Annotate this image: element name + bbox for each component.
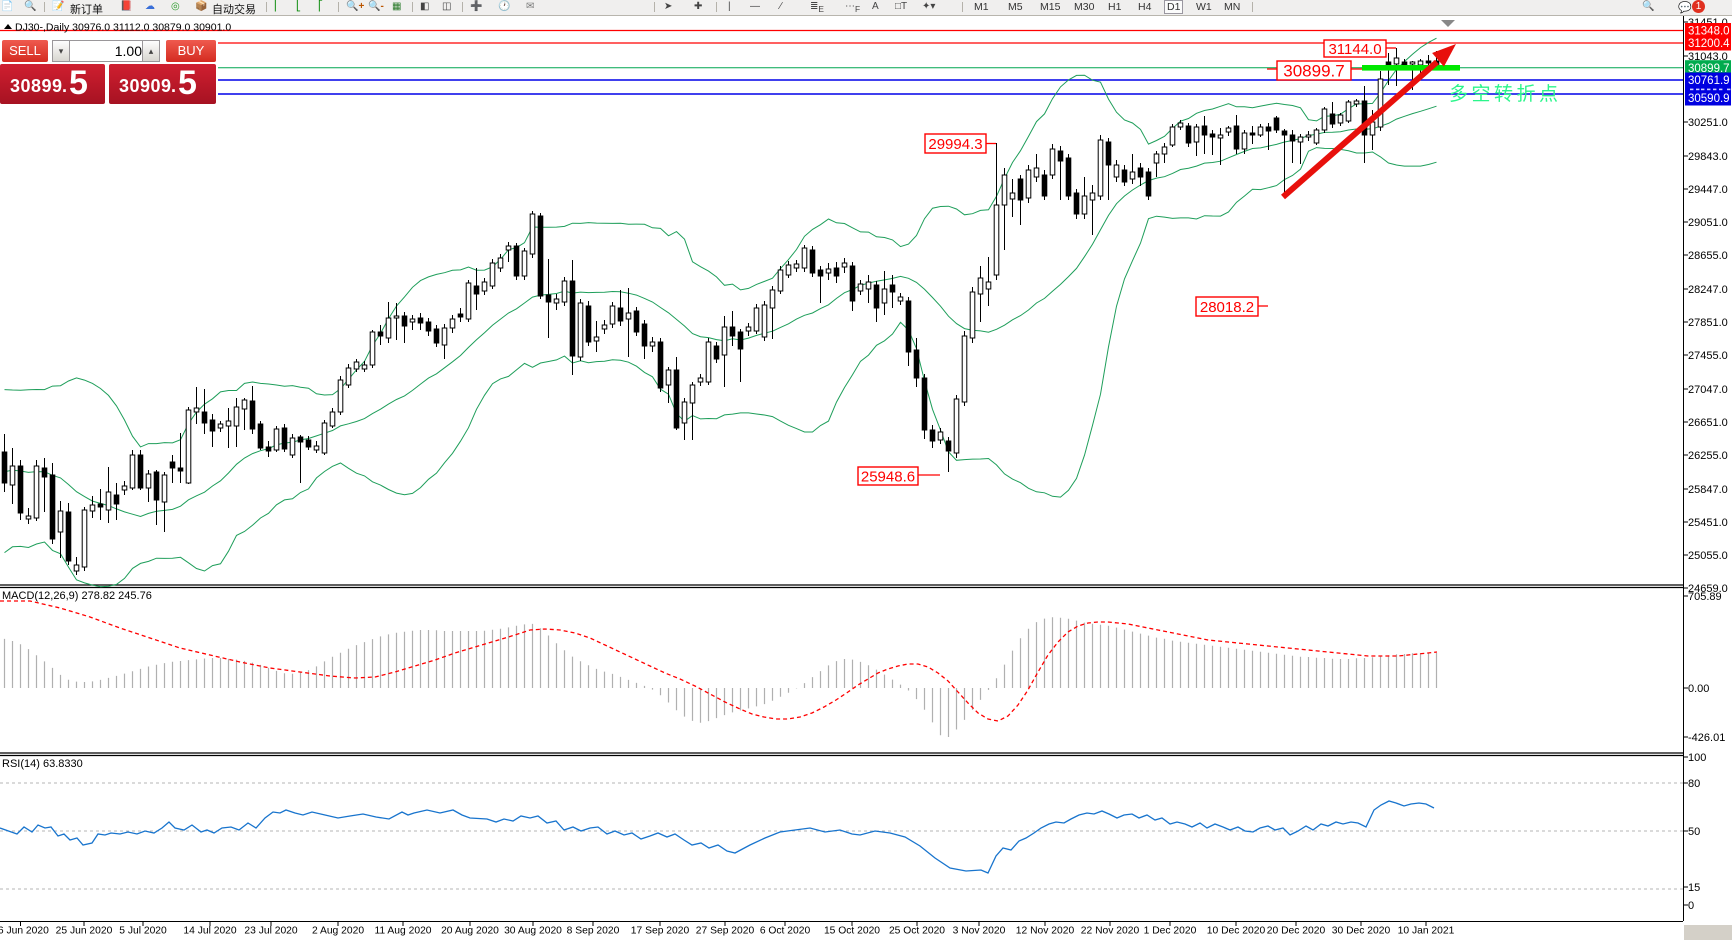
svg-text:DJ30-,Daily 30976.0 31112.0 3: DJ30-,Daily 30976.0 31112.0 30879.0 3090… (15, 22, 231, 34)
svg-text:31200.4: 31200.4 (1688, 38, 1730, 50)
svg-text:5 Jul 2020: 5 Jul 2020 (119, 926, 167, 937)
svg-text:50: 50 (1688, 826, 1700, 838)
svg-text:17 Sep 2020: 17 Sep 2020 (631, 926, 690, 937)
svg-text:15: 15 (1688, 882, 1700, 894)
svg-text:100: 100 (1688, 752, 1706, 764)
svg-text:31043.0: 31043.0 (1688, 51, 1728, 63)
svg-text:12 Nov 2020: 12 Nov 2020 (1016, 926, 1075, 937)
svg-text:31144.0: 31144.0 (1328, 41, 1381, 58)
svg-text:10 Dec 2020: 10 Dec 2020 (1207, 926, 1266, 937)
svg-text:6 Oct 2020: 6 Oct 2020 (760, 926, 811, 937)
svg-text:30899.7: 30899.7 (1283, 62, 1344, 81)
svg-text:15 Oct 2020: 15 Oct 2020 (824, 926, 880, 937)
svg-text:8 Sep 2020: 8 Sep 2020 (567, 926, 620, 937)
svg-text:1 Dec 2020: 1 Dec 2020 (1144, 926, 1197, 937)
svg-text:14 Jul 2020: 14 Jul 2020 (183, 926, 237, 937)
svg-text:30590.9: 30590.9 (1688, 93, 1730, 105)
svg-text:31348.0: 31348.0 (1688, 26, 1730, 38)
svg-text:10 Jan 2021: 10 Jan 2021 (1398, 926, 1455, 937)
svg-text:30761.9: 30761.9 (1688, 75, 1730, 87)
svg-text:11 Aug 2020: 11 Aug 2020 (374, 926, 431, 937)
svg-text:多空转折点: 多空转折点 (1449, 83, 1562, 105)
svg-text:25847.0: 25847.0 (1688, 484, 1728, 496)
svg-text:26651.0: 26651.0 (1688, 417, 1728, 429)
svg-text:25948.6: 25948.6 (861, 468, 915, 485)
svg-text:25 Jun 2020: 25 Jun 2020 (56, 926, 113, 937)
svg-text:23 Jul 2020: 23 Jul 2020 (244, 926, 298, 937)
svg-text:29051.0: 29051.0 (1688, 217, 1728, 229)
svg-text:29447.0: 29447.0 (1688, 184, 1728, 196)
svg-text:30 Aug 2020: 30 Aug 2020 (504, 926, 562, 937)
svg-text:30 Dec 2020: 30 Dec 2020 (1332, 926, 1391, 937)
svg-text:30251.0: 30251.0 (1688, 117, 1728, 129)
svg-text:2 Aug 2020: 2 Aug 2020 (312, 926, 364, 937)
svg-text:28018.2: 28018.2 (1200, 299, 1254, 316)
svg-text:RSI(14) 63.8330: RSI(14) 63.8330 (2, 758, 83, 770)
svg-text:25451.0: 25451.0 (1688, 517, 1728, 529)
svg-text:28655.0: 28655.0 (1688, 250, 1728, 262)
svg-text:30899.7: 30899.7 (1688, 63, 1730, 75)
svg-text:25 Oct 2020: 25 Oct 2020 (889, 926, 945, 937)
svg-text:20 Dec 2020: 20 Dec 2020 (1267, 926, 1326, 937)
svg-text:27 Sep 2020: 27 Sep 2020 (696, 926, 755, 937)
svg-text:80: 80 (1688, 778, 1700, 790)
svg-text:26255.0: 26255.0 (1688, 450, 1728, 462)
svg-text:3 Nov 2020: 3 Nov 2020 (953, 926, 1006, 937)
svg-text:16 Jun 2020: 16 Jun 2020 (0, 926, 49, 937)
svg-text:24659.0: 24659.0 (1688, 583, 1728, 595)
svg-text:-426.01: -426.01 (1688, 732, 1725, 744)
svg-text:27851.0: 27851.0 (1688, 317, 1728, 329)
svg-text:20 Aug 2020: 20 Aug 2020 (441, 926, 499, 937)
svg-text:29843.0: 29843.0 (1688, 151, 1728, 163)
svg-text:0.00: 0.00 (1688, 683, 1709, 695)
svg-text:27455.0: 27455.0 (1688, 350, 1728, 362)
svg-text:705.89: 705.89 (1688, 591, 1722, 603)
svg-text:28247.0: 28247.0 (1688, 284, 1728, 296)
svg-text:0: 0 (1688, 900, 1694, 912)
svg-text:29994.3: 29994.3 (928, 136, 982, 153)
svg-text:MACD(12,26,9) 278.82 245.76: MACD(12,26,9) 278.82 245.76 (2, 590, 152, 602)
svg-text:22 Nov 2020: 22 Nov 2020 (1081, 926, 1140, 937)
svg-text:27047.0: 27047.0 (1688, 384, 1728, 396)
svg-text:25055.0: 25055.0 (1688, 550, 1728, 562)
